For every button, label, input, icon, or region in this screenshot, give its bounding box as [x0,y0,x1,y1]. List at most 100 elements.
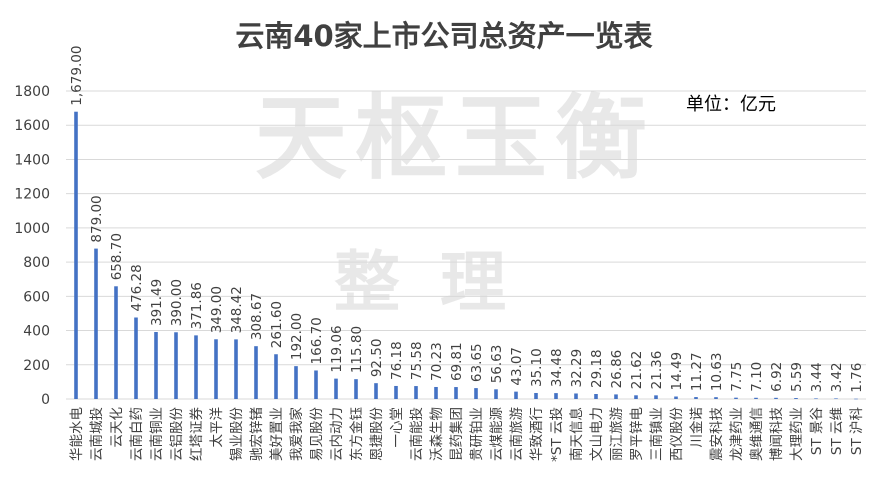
x-tick-label: 大理药业 [789,407,805,461]
y-tick-label: 1600 [14,118,50,134]
bar [294,366,298,399]
y-axis: 0 200 400 600 800 1000 1200 1400 1600 1800 [14,84,50,408]
x-tick-label: 一心堂 [389,407,405,448]
x-tick-label: 南天信息 [568,407,585,461]
data-label: 3.44 [809,362,825,392]
x-tick-label: 云南城投 [89,407,105,461]
data-label: 56.63 [489,345,505,384]
y-tick-label: 1000 [14,221,50,237]
x-tick-label: 驰宏锌锗 [249,407,265,461]
bar [334,378,338,399]
data-label: 658.70 [109,233,125,280]
bar [374,383,378,399]
x-tick-label: 三南镇业 [649,407,665,461]
data-label: 26.86 [609,350,625,389]
x-tick-label: 红塔证券 [189,407,205,461]
y-tick-label: 0 [41,392,50,408]
bar [434,386,438,399]
bar [614,394,618,399]
bar [394,385,398,399]
bar [634,395,638,399]
bar [554,393,558,399]
bar [654,395,658,399]
bar [94,248,98,399]
bar [574,393,578,399]
data-label: 76.18 [389,341,405,380]
x-tick-label: 沃森生物 [429,407,445,461]
watermark-line-1: 天枢玉衡 [255,85,655,192]
bars [74,111,858,400]
x-tick-label: 震安科技 [709,407,725,461]
data-label: 348.42 [229,286,245,333]
bar [134,317,138,399]
data-label: 43.07 [509,347,525,386]
x-tick-label: 华能水电 [69,407,85,461]
x-tick-label: ST 景谷 [809,407,825,456]
watermark-line-2: 整理 [334,244,546,321]
x-tick-label: 奥维通信 [748,407,765,461]
data-label: 115.80 [349,326,365,373]
bar [794,398,798,399]
x-tick-label: 川金诺 [689,407,705,448]
data-label: 7.75 [729,362,745,392]
x-tick-label: 恩捷股份 [369,407,385,461]
bar [594,394,598,399]
bar [474,388,478,399]
bar [414,386,418,399]
data-label: 1.76 [849,363,865,393]
data-label: 879.00 [89,195,105,242]
x-tick-label: 锡业股份 [229,407,245,461]
bar [214,339,218,399]
data-label: 3.42 [829,362,845,392]
x-axis: 华能水电 云南城投 云天化 云南白药 云南铜业 云铝股份 红塔证券 太平洋 锡业股份 驰宏锌锗 美好… [69,407,865,462]
data-label: 390.00 [169,279,185,326]
y-tick-label: 800 [23,255,50,271]
x-tick-label: 云南铜业 [149,407,165,461]
bar [674,396,678,399]
bar [234,339,238,399]
y-tick-label: 1200 [14,187,50,203]
x-tick-label: 贵研铂业 [469,407,485,461]
bar [774,397,778,399]
data-label: 21.36 [649,351,665,390]
x-tick-label: 云南白药 [129,407,145,461]
y-tick-label: 1800 [14,84,50,100]
bar [114,286,118,399]
data-label: 476.28 [129,264,145,311]
data-label: 261.60 [269,301,285,348]
bar [274,354,278,399]
x-tick-label: 云煤能源 [489,407,505,461]
data-label: 21.62 [629,351,645,390]
x-tick-label: 博闻科技 [768,407,785,461]
data-label: 70.23 [429,342,445,381]
x-tick-label: 美好置业 [269,407,285,461]
watermark: 天枢玉衡 整理 [255,85,655,321]
x-tick-label: 龙津药业 [729,407,745,461]
bar [514,391,518,399]
x-tick-label: ST 云维 [829,407,845,455]
x-tick-label: 华致酒行 [529,407,545,461]
data-label: 6.92 [769,362,785,392]
bar [154,332,158,399]
data-label: 34.48 [549,348,565,387]
gridlines [66,90,866,400]
bar [254,346,258,399]
x-tick-label: ST 沪科 [849,407,865,456]
y-tick-label: 200 [23,358,50,374]
data-label: 349.00 [209,286,225,333]
data-label: 119.06 [329,325,345,372]
unit-label: 单位：亿元 [686,94,776,115]
x-tick-label: 云天化 [109,407,125,448]
bar [714,397,718,399]
data-label: 35.10 [529,348,545,387]
bar [354,379,358,399]
x-tick-label: 云南旅游 [509,407,525,461]
bar [194,335,198,399]
bar [754,397,758,399]
bar [534,392,538,399]
bar [694,397,698,399]
data-label: 29.18 [589,349,605,388]
x-tick-label: 太平洋 [209,407,225,448]
data-label: 10.63 [709,353,725,392]
